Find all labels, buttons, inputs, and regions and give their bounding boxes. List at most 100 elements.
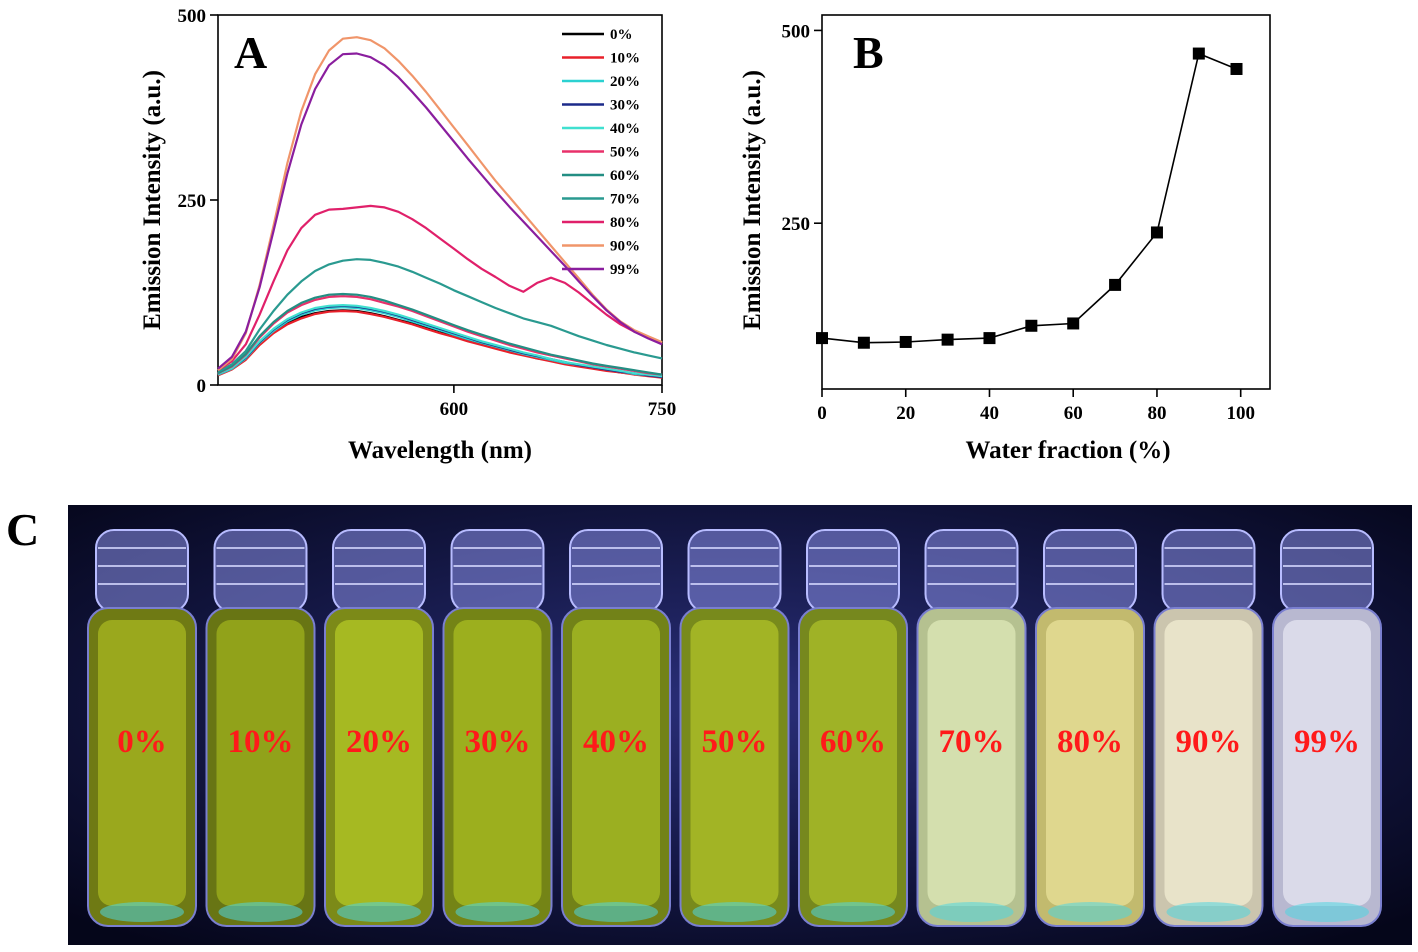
panel-b-data-point — [1109, 278, 1122, 291]
vial-solution — [927, 620, 1016, 906]
panel-a-legend-label: 90% — [610, 239, 640, 255]
panel-b-letter: B — [853, 27, 884, 78]
vial-base-glow — [1285, 902, 1369, 922]
vial: 20% — [324, 529, 434, 927]
panel-a-legend: 0% 10% 20% 30% 40% 50% 60% 70% 80% 90% 99% — [562, 27, 640, 278]
vial-base-glow — [692, 902, 777, 922]
panel-a: 600 750 0 250 500 0% 10% 20% 30% 40% 50% 60% 70% 80%… — [139, 6, 676, 464]
panel-b-x-tick-label: 40 — [980, 403, 999, 424]
vial-label: 90% — [1176, 724, 1242, 760]
vial-label: 80% — [1057, 724, 1123, 760]
vial-neck — [924, 529, 1019, 613]
panel-a-y-tick-label: 250 — [178, 191, 207, 212]
vial-neck — [213, 529, 308, 613]
panel-a-x-tick-label: 750 — [648, 399, 677, 420]
panel-b-x-tick-label: 100 — [1226, 403, 1255, 424]
panel-b-data-point — [857, 336, 870, 349]
panel-b-axis-ticks: 0 20 40 60 80 100 250 500 — [782, 21, 1255, 424]
panel-a-legend-label: 70% — [610, 192, 640, 208]
panel-b-data-point — [941, 333, 954, 346]
vial-base-glow — [218, 902, 303, 922]
panel-b-y-tick-label: 250 — [782, 214, 811, 235]
vial-solution — [453, 620, 542, 906]
vial-label: 40% — [583, 724, 649, 760]
vial-solution — [335, 620, 423, 906]
vial-base-glow — [811, 902, 895, 922]
vial-base-glow — [100, 902, 184, 922]
vial-label: 30% — [465, 724, 531, 760]
vial-solution — [98, 620, 186, 906]
vial-base-glow — [929, 902, 1014, 922]
panel-a-legend-label: 10% — [610, 51, 640, 67]
vial-neck — [450, 529, 545, 613]
vial-neck — [806, 529, 900, 613]
panel-b-plot-frame — [821, 14, 1271, 390]
panel-a-series-line — [217, 258, 663, 373]
panel-a-y-axis-title: Emission Intensity (a.u.) — [139, 70, 166, 330]
panel-a-y-tick-label: 500 — [178, 6, 207, 27]
panel-a-x-axis-title: Wavelength (nm) — [348, 437, 532, 464]
vial: 90% — [1153, 529, 1264, 927]
panel-a-series-line — [217, 36, 663, 372]
vial: 0% — [87, 529, 197, 927]
vial-row: 0% 10% 20% 30% 40% 50% 60% 70% 80% 90% 99% — [87, 529, 1382, 927]
panel-a-series-group — [217, 36, 663, 379]
panel-a-legend-label: 30% — [610, 98, 640, 114]
panel-b-data-point — [899, 335, 912, 348]
panel-b-x-tick-label: 60 — [1064, 403, 1083, 424]
panel-a-series-line — [217, 292, 663, 376]
panel-a-legend-label: 0% — [610, 27, 633, 43]
panel-b-data-point — [816, 332, 828, 345]
panel-c-letter: C — [6, 504, 39, 555]
panel-b-y-axis-title: Emission Intensity (a.u.) — [739, 70, 766, 330]
panel-b-data-point — [1025, 319, 1038, 332]
panel-b-y-tick-label: 500 — [782, 21, 811, 42]
panel-a-legend-label: 80% — [610, 215, 640, 231]
vial-solution — [1164, 620, 1253, 906]
vial-base-glow — [455, 902, 540, 922]
panel-a-legend-label: 50% — [610, 145, 640, 161]
panel-b-data-point — [1192, 47, 1205, 60]
vial: 10% — [205, 529, 316, 927]
vial-neck — [687, 529, 782, 613]
panel-a-legend-label: 20% — [610, 74, 640, 90]
panel-a-legend-label: 99% — [610, 262, 640, 278]
panel-b-data-point — [1067, 317, 1080, 330]
panel-b-data-point — [983, 332, 996, 345]
vial-label: 0% — [117, 724, 167, 760]
panel-a-series-line — [217, 204, 663, 372]
vial-label: 70% — [939, 724, 1005, 760]
panel-a-letter: A — [234, 27, 267, 78]
panel-b-series-group — [816, 47, 1243, 349]
panel-c: C 0% 10% 20% 30% 40% 50% 60% 70% 80% 90% 99% — [6, 504, 1412, 945]
vial: 60% — [798, 529, 908, 927]
vial-solution — [572, 620, 660, 906]
panel-a-legend-label: 40% — [610, 121, 640, 137]
vial: 40% — [561, 529, 671, 927]
panel-a-legend-label: 60% — [610, 168, 640, 184]
vial-solution — [1046, 620, 1134, 906]
vial-solution — [216, 620, 305, 906]
vial: 70% — [916, 529, 1027, 927]
panel-b-x-axis-title: Water fraction (%) — [965, 437, 1170, 464]
vial: 80% — [1035, 529, 1145, 927]
vial-neck — [1043, 529, 1137, 613]
vial-label: 10% — [228, 724, 294, 760]
vial: 99% — [1272, 529, 1382, 927]
panel-b-data-point — [1230, 62, 1243, 75]
panel-b-data-point — [1150, 226, 1163, 239]
panel-b-x-tick-label: 0 — [817, 403, 827, 424]
vial-base-glow — [337, 902, 421, 922]
vial-base-glow — [574, 902, 658, 922]
vial-neck — [1161, 529, 1256, 613]
panel-b-x-tick-label: 80 — [1147, 403, 1166, 424]
vial-solution — [690, 620, 779, 906]
panel-a-series-line — [217, 304, 663, 378]
panel-b-x-tick-label: 20 — [896, 403, 915, 424]
vial-label: 60% — [820, 724, 886, 760]
panel-a-series-line — [217, 309, 663, 379]
vial-solution — [809, 620, 897, 906]
panel-a-axis-ticks: 600 750 0 250 500 — [178, 6, 677, 420]
